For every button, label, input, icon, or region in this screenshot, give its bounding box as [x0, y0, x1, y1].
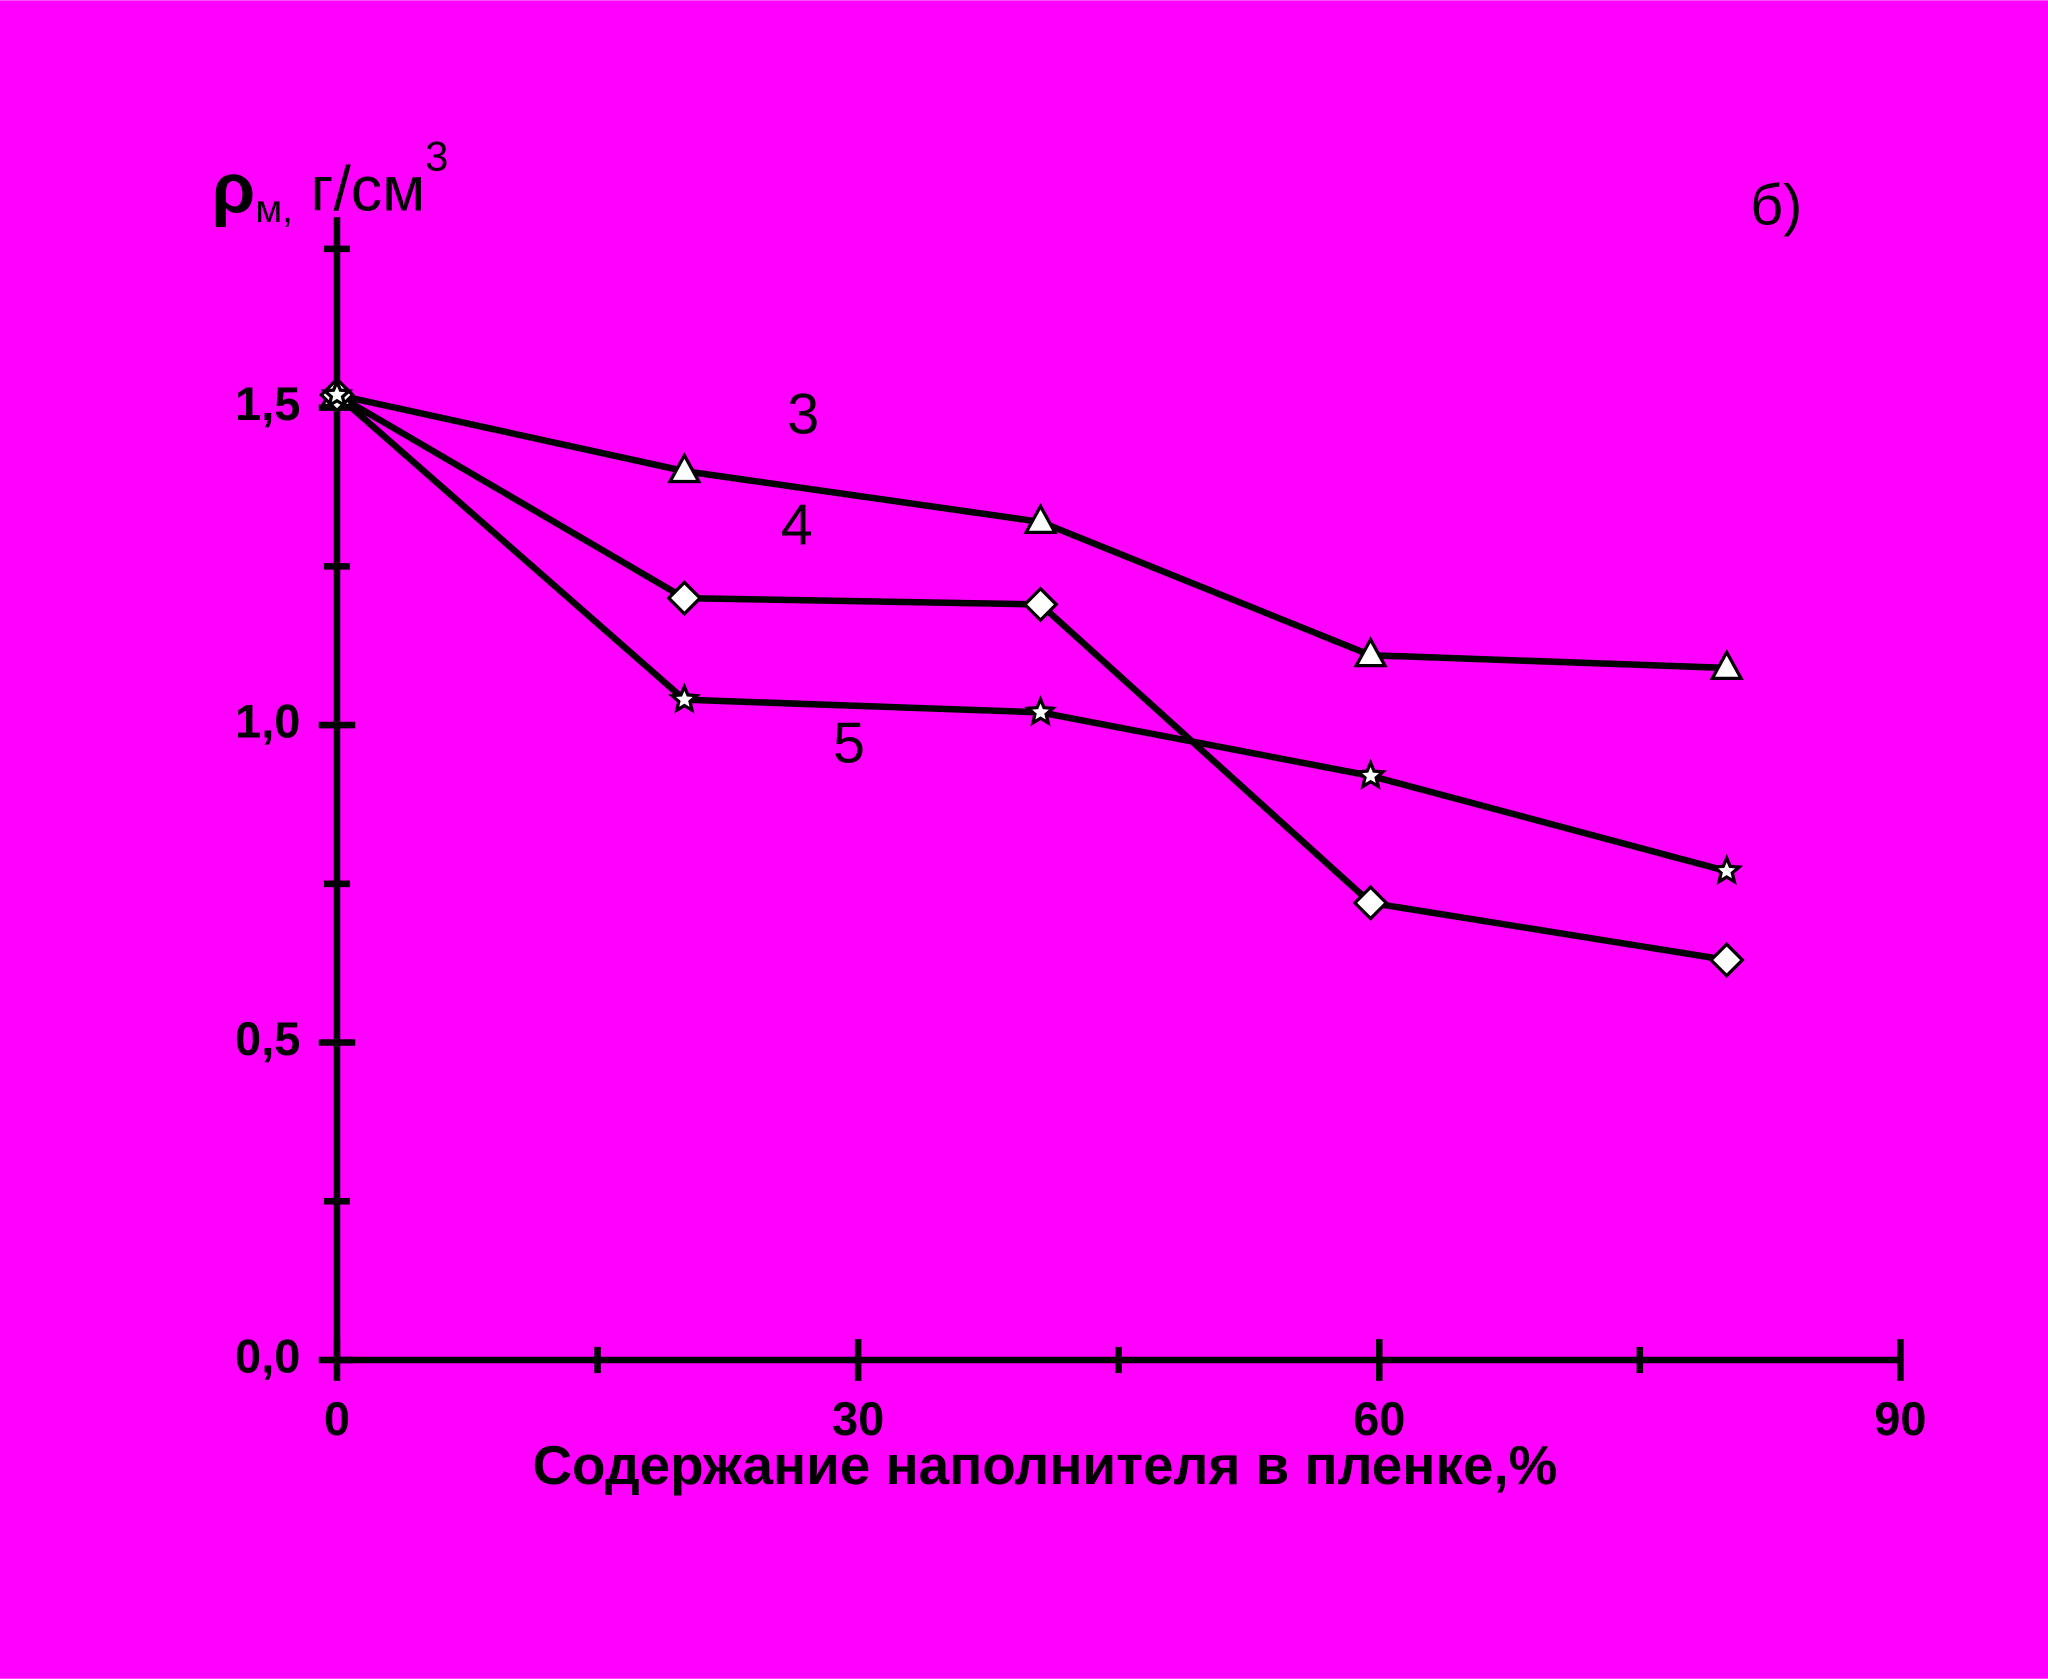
marker	[1354, 758, 1388, 790]
marker	[320, 377, 354, 409]
x-tick-label: 30	[832, 1392, 884, 1445]
y-label-unit: г/см	[293, 154, 425, 224]
panel-label: б)	[1750, 173, 1802, 237]
marker	[667, 682, 701, 714]
y-tick-label: 1,0	[235, 694, 300, 747]
y-label-subscript: м,	[255, 188, 293, 231]
marker	[1022, 586, 1059, 623]
series-label: 3	[787, 382, 819, 446]
y-axis-label: ρм, г/см3	[212, 133, 449, 232]
marker	[1023, 502, 1058, 534]
y-tick-label: 1,5	[235, 377, 300, 430]
marker	[1710, 853, 1744, 886]
marker	[1024, 695, 1057, 727]
x-tick-label: 0	[324, 1392, 350, 1445]
x-tick-label: 90	[1874, 1392, 1926, 1445]
marker	[1708, 942, 1745, 978]
y-label-superscript: 3	[425, 133, 448, 180]
y-tick-label: 0,5	[235, 1012, 300, 1065]
x-axis-label: Содержание наполнителя в пленке,%	[532, 1434, 1557, 1496]
series-label: 4	[781, 493, 813, 557]
marker	[1709, 648, 1744, 681]
marker	[1353, 636, 1388, 668]
y-label-symbol: ρ	[212, 148, 256, 227]
marker	[667, 452, 702, 484]
y-tick-label: 0,0	[235, 1329, 300, 1382]
series-label: 5	[833, 712, 865, 776]
marker	[666, 580, 703, 617]
x-tick-label: 60	[1353, 1392, 1405, 1445]
marker	[1352, 884, 1389, 921]
